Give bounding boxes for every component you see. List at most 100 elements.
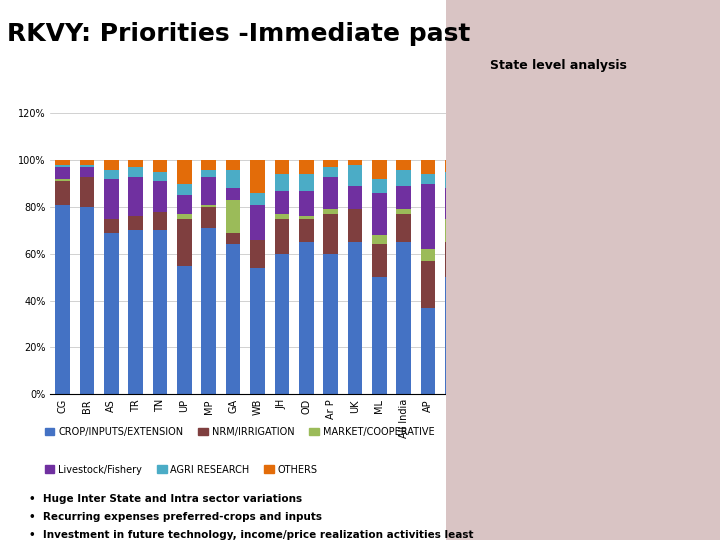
Bar xyxy=(397,210,411,214)
Bar xyxy=(372,160,387,179)
Text: •  Huge Inter State and Intra sector variations: • Huge Inter State and Intra sector vari… xyxy=(29,494,302,504)
Bar xyxy=(153,172,167,181)
Bar xyxy=(177,219,192,266)
Bar xyxy=(567,219,582,252)
Bar xyxy=(591,181,606,193)
Bar xyxy=(640,324,654,394)
Bar xyxy=(128,231,143,394)
Bar xyxy=(518,198,533,212)
Bar xyxy=(348,242,362,394)
Bar xyxy=(518,212,533,240)
Bar xyxy=(202,177,216,205)
Bar xyxy=(397,170,411,186)
Bar xyxy=(104,160,119,170)
Bar xyxy=(518,240,533,249)
Bar xyxy=(274,219,289,254)
Bar xyxy=(567,160,582,174)
Bar xyxy=(274,214,289,219)
Text: RKVY: Priorities -Immediate past: RKVY: Priorities -Immediate past xyxy=(7,22,471,45)
Bar xyxy=(640,242,654,301)
Bar xyxy=(616,172,631,188)
Bar xyxy=(616,291,631,303)
Bar xyxy=(616,160,631,172)
Bar xyxy=(445,242,460,277)
Bar xyxy=(420,174,436,184)
Bar xyxy=(153,231,167,394)
Bar xyxy=(494,224,508,275)
Bar xyxy=(128,217,143,231)
Bar xyxy=(177,184,192,195)
Bar xyxy=(323,177,338,210)
Bar xyxy=(80,160,94,165)
Bar xyxy=(372,179,387,193)
Bar xyxy=(445,277,460,394)
Bar xyxy=(665,347,679,394)
Bar xyxy=(445,160,460,172)
Bar xyxy=(420,160,436,174)
Bar xyxy=(202,160,216,170)
Bar xyxy=(177,160,192,184)
Bar xyxy=(494,181,508,214)
Bar xyxy=(323,160,338,167)
Bar xyxy=(348,186,362,210)
Bar xyxy=(591,193,606,259)
Bar xyxy=(567,174,582,200)
Bar xyxy=(251,268,265,394)
Bar xyxy=(543,177,557,186)
Bar xyxy=(372,245,387,277)
Bar xyxy=(469,181,484,191)
Bar xyxy=(567,200,582,219)
Bar xyxy=(274,160,289,174)
Bar xyxy=(567,284,582,394)
Bar xyxy=(128,167,143,177)
Bar xyxy=(251,193,265,205)
Bar xyxy=(251,160,265,193)
Bar xyxy=(55,205,70,394)
Bar xyxy=(616,303,631,338)
Bar xyxy=(494,275,508,394)
Bar xyxy=(665,219,679,347)
Bar xyxy=(640,308,654,324)
Bar xyxy=(177,266,192,394)
Bar xyxy=(251,205,265,240)
Bar xyxy=(104,219,119,233)
Bar xyxy=(591,312,606,394)
Bar xyxy=(226,170,240,188)
Bar xyxy=(226,188,240,200)
Bar xyxy=(518,249,533,284)
Bar xyxy=(323,254,338,394)
Bar xyxy=(445,219,460,242)
Bar xyxy=(177,214,192,219)
Bar xyxy=(494,172,508,181)
Bar xyxy=(202,170,216,177)
Bar xyxy=(80,165,94,167)
Bar xyxy=(518,284,533,394)
Bar xyxy=(543,287,557,394)
Bar xyxy=(55,181,70,205)
Bar xyxy=(420,184,436,249)
Bar xyxy=(104,233,119,394)
Legend: CROP/INPUTS/EXTENSION, NRM/IRRIGATION, MARKET/COOPERATIVE: CROP/INPUTS/EXTENSION, NRM/IRRIGATION, M… xyxy=(41,423,438,441)
Bar xyxy=(420,261,436,308)
Bar xyxy=(591,294,606,312)
Bar xyxy=(445,172,460,188)
Bar xyxy=(616,338,631,394)
Bar xyxy=(202,207,216,228)
Bar xyxy=(80,207,94,394)
Bar xyxy=(299,191,314,217)
Bar xyxy=(323,167,338,177)
Bar xyxy=(397,242,411,394)
Bar xyxy=(226,160,240,170)
Bar xyxy=(518,160,533,198)
Bar xyxy=(543,233,557,249)
Bar xyxy=(494,160,508,172)
Bar xyxy=(299,174,314,191)
Bar xyxy=(226,233,240,245)
Bar xyxy=(665,212,679,219)
Bar xyxy=(640,160,654,172)
Bar xyxy=(640,172,654,242)
Bar xyxy=(226,200,240,233)
Bar xyxy=(469,217,484,291)
Bar xyxy=(665,184,679,195)
Bar xyxy=(202,228,216,394)
